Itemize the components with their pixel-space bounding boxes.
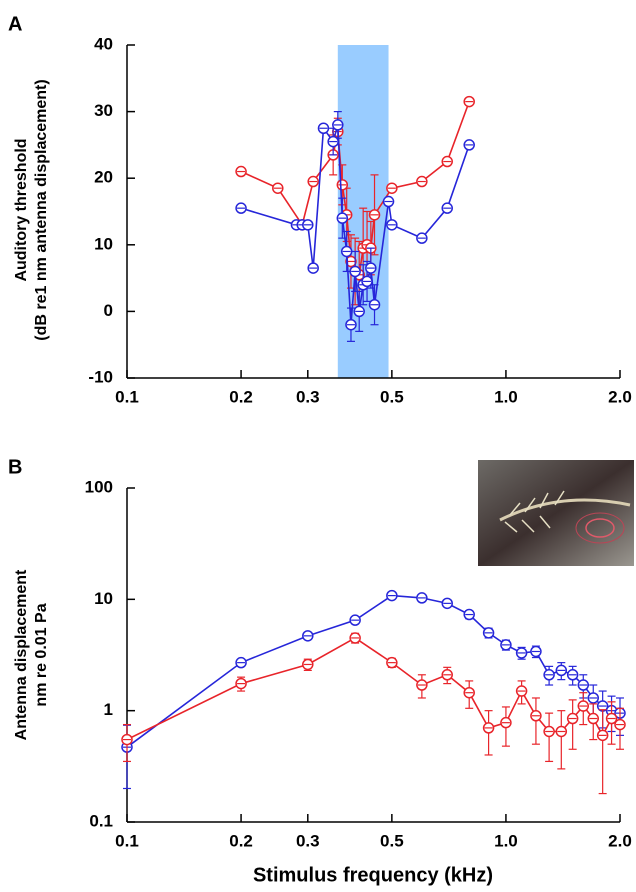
y-tick-label: 0.1: [89, 811, 113, 830]
x-tick-label: 0.3: [296, 831, 320, 850]
y-tick-label: 30: [94, 101, 113, 120]
x-tick-label: 0.5: [380, 387, 404, 406]
inset-photo: [478, 460, 634, 566]
y-tick-label: 40: [94, 34, 113, 53]
x-tick-label: 0.1: [115, 831, 139, 850]
y-tick-label: -10: [88, 367, 113, 386]
x-tick-label: 2.0: [608, 831, 632, 850]
series-line: [126, 637, 621, 741]
panel-label: B: [8, 456, 22, 478]
y-tick-label: 10: [94, 234, 113, 253]
x-axis-label: Stimulus frequency (kHz): [253, 864, 493, 886]
y-axis-label: Auditory threshold: [13, 138, 30, 281]
y-tick-label: 1: [104, 700, 113, 719]
x-tick-label: 0.2: [229, 387, 253, 406]
y-tick-label: 0: [104, 301, 113, 320]
x-tick-label: 1.0: [494, 831, 518, 850]
y-axis-label: nm re 0.01 Pa: [33, 603, 50, 706]
panel-label: A: [8, 13, 22, 35]
x-tick-label: 0.1: [115, 387, 139, 406]
x-tick-label: 0.2: [229, 831, 253, 850]
series-line: [240, 124, 470, 325]
x-tick-label: 0.5: [380, 831, 404, 850]
y-tick-label: 10: [94, 589, 113, 608]
x-tick-label: 2.0: [608, 387, 632, 406]
y-axis-label: (dB re1 nm antenna displacement): [33, 79, 50, 340]
y-axis-label: Antenna displacement: [13, 569, 30, 740]
y-tick-label: 20: [94, 168, 113, 187]
x-tick-label: 0.3: [296, 387, 320, 406]
x-tick-label: 1.0: [494, 387, 518, 406]
y-tick-label: 100: [85, 477, 113, 496]
